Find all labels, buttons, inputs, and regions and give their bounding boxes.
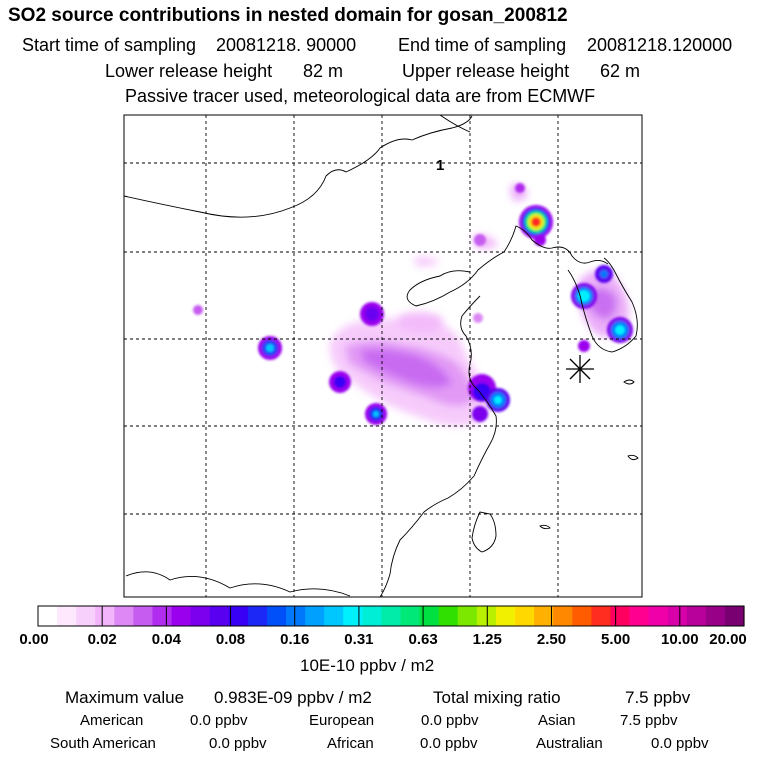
source-american-name: American: [80, 712, 144, 729]
region-label: 1: [436, 157, 444, 174]
graticule: [124, 115, 642, 597]
colorbar-label: 0.31: [344, 631, 374, 648]
concentration-field: [193, 183, 633, 426]
source-european-value: 0.0 ppbv: [421, 712, 479, 729]
colorbar-label: 20.00: [709, 631, 747, 648]
source-american-value: 0.0 ppbv: [190, 712, 248, 729]
colorbar-segment: [362, 606, 383, 626]
colorbar-segment: [572, 606, 592, 626]
colorbar-segment: [705, 606, 726, 626]
colorbar-segment: [209, 606, 230, 626]
colorbar-segment: [190, 606, 211, 626]
source-european-name: European: [309, 712, 375, 729]
colorbar-segment: [457, 606, 478, 626]
colorbar-segment: [686, 606, 707, 626]
total-mixing-value: 7.5 ppbv: [625, 688, 691, 707]
colorbar-segment: [324, 606, 344, 626]
start-time-value: 20081218. 90000: [216, 35, 357, 55]
end-time-value: 20081218.120000: [587, 35, 733, 55]
colorbar-segment: [57, 606, 77, 626]
upper-release-value: 62 m: [600, 61, 641, 81]
max-value-label: Maximum value: [65, 688, 185, 707]
page-title: SO2 source contributions in nested domai…: [8, 5, 568, 26]
colorbar-label: 5.00: [601, 631, 631, 648]
source-australian-value: 0.0 ppbv: [651, 735, 709, 752]
colorbar-segment: [419, 606, 440, 626]
max-value: 0.983E-09 ppbv / m2: [214, 688, 372, 707]
start-time-label: Start time of sampling: [22, 35, 197, 55]
colorbar-label: 0.02: [87, 631, 117, 648]
colorbar-segment: [610, 606, 631, 626]
colorbar-segment: [247, 606, 268, 626]
source-australian-name: Australian: [536, 735, 603, 752]
end-time-label: End time of sampling: [398, 35, 567, 55]
colorbar-segment: [400, 606, 421, 626]
upper-release-label: Upper release height: [402, 61, 570, 81]
colorbar-segment: [114, 606, 135, 626]
colorbar-segment: [133, 606, 154, 626]
receptor-asterisk-icon: [566, 355, 594, 383]
colorbar-label: 0.63: [408, 631, 438, 648]
colorbar-segment: [648, 606, 669, 626]
colorbar-segment: [286, 606, 306, 626]
colorbar-segment: [381, 606, 402, 626]
colorbar-segment: [515, 606, 535, 626]
colorbar: [37, 605, 745, 627]
colorbar-label: 0.04: [151, 631, 181, 648]
colorbar-segment: [438, 606, 459, 626]
colorbar-segment: [534, 606, 554, 626]
colorbar-segment: [38, 606, 58, 626]
colorbar-segment: [171, 606, 192, 626]
units-label: 10E-10 ppbv / m2: [300, 656, 435, 675]
colorbar-frame: [37, 605, 745, 627]
source-south-american-value: 0.0 ppbv: [209, 735, 267, 752]
colorbar-segment: [553, 606, 573, 626]
colorbar-segment: [76, 606, 96, 626]
colorbar-segment: [495, 606, 516, 626]
colorbar-segment: [152, 606, 173, 626]
total-mixing-label: Total mixing ratio: [433, 688, 561, 707]
colorbar-segment: [228, 606, 249, 626]
colorbar-segment: [343, 606, 363, 626]
colorbar-label: 1.25: [472, 631, 502, 648]
colorbar-label: 0.08: [215, 631, 246, 648]
colorbar-label: 0.16: [280, 631, 310, 648]
source-african-name: African: [327, 735, 374, 752]
colorbar-segment: [591, 606, 612, 626]
colorbar-segment: [667, 606, 688, 626]
colorbar-segment: [629, 606, 650, 626]
colorbar-label: 10.00: [661, 631, 699, 648]
colorbar-segment: [724, 606, 745, 626]
source-south-american-name: South American: [50, 735, 156, 752]
colorbar-segment: [476, 606, 497, 626]
map-frame: [123, 114, 643, 598]
source-asian-value: 7.5 ppbv: [620, 712, 678, 729]
source-asian-name: Asian: [538, 712, 576, 729]
lower-release-value: 82 m: [303, 61, 344, 81]
lower-release-label: Lower release height: [105, 61, 273, 81]
colorbar-segment: [305, 606, 325, 626]
tracer-note: Passive tracer used, meteorological data…: [125, 86, 596, 106]
colorbar-segment: [95, 606, 115, 626]
colorbar-label: 0.00: [19, 631, 49, 648]
colorbar-label: 2.50: [536, 631, 567, 648]
source-african-value: 0.0 ppbv: [420, 735, 478, 752]
colorbar-segment: [266, 606, 287, 626]
